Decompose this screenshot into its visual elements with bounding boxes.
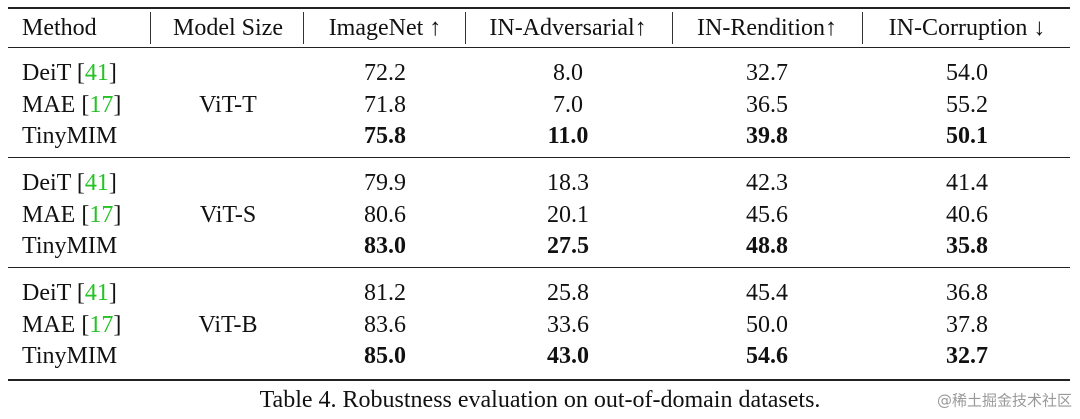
value-cell: 55.2 bbox=[946, 91, 988, 118]
method-cell: TinyMIM bbox=[22, 344, 117, 368]
rule bbox=[8, 157, 1070, 158]
value-cell: 35.8 bbox=[946, 233, 988, 259]
column-separator bbox=[862, 12, 863, 44]
method-cell: DeiT [41] bbox=[22, 281, 117, 305]
rule bbox=[8, 47, 1070, 48]
value-cell: 85.0 bbox=[364, 343, 406, 369]
citation: [41] bbox=[76, 170, 117, 196]
method-cell: DeiT [41] bbox=[22, 61, 117, 85]
value-cell: 37.8 bbox=[946, 311, 988, 338]
method-name: DeiT bbox=[22, 280, 71, 306]
value-cell: 71.8 bbox=[364, 91, 406, 118]
column-header: IN-Adversarial↑ bbox=[489, 15, 647, 41]
value-cell: 83.6 bbox=[364, 311, 406, 338]
value-cell: 7.0 bbox=[553, 91, 583, 118]
value-cell: 27.5 bbox=[547, 233, 589, 259]
value-cell: 33.6 bbox=[547, 311, 589, 338]
value-cell: 81.2 bbox=[364, 280, 406, 306]
method-name: TinyMIM bbox=[22, 233, 118, 259]
citation: [41] bbox=[76, 60, 117, 86]
value-cell: 20.1 bbox=[547, 201, 589, 228]
column-separator bbox=[303, 12, 304, 44]
method-cell: MAE [17] bbox=[22, 313, 121, 337]
method-name: DeiT bbox=[22, 60, 71, 86]
value-cell: 43.0 bbox=[547, 343, 589, 369]
model-size: ViT-S bbox=[199, 201, 257, 228]
method-cell: DeiT [41] bbox=[22, 171, 117, 195]
value-cell: 50.1 bbox=[946, 123, 988, 149]
citation: [17] bbox=[81, 201, 122, 228]
citation: [17] bbox=[81, 91, 122, 118]
column-separator bbox=[672, 12, 673, 44]
value-cell: 75.8 bbox=[364, 123, 406, 149]
column-separator bbox=[150, 12, 151, 44]
column-header: IN-Corruption ↓ bbox=[888, 15, 1046, 41]
method-name: TinyMIM bbox=[22, 343, 118, 369]
citation: [17] bbox=[81, 311, 122, 338]
value-cell: 48.8 bbox=[746, 233, 788, 259]
rule bbox=[8, 267, 1070, 268]
value-cell: 40.6 bbox=[946, 201, 988, 228]
method-name: MAE bbox=[22, 91, 76, 118]
value-cell: 36.8 bbox=[946, 280, 988, 306]
method-cell: TinyMIM bbox=[22, 234, 117, 258]
method-name: MAE bbox=[22, 201, 76, 228]
value-cell: 54.0 bbox=[946, 60, 988, 86]
value-cell: 45.4 bbox=[746, 280, 788, 306]
value-cell: 11.0 bbox=[547, 123, 589, 149]
value-cell: 54.6 bbox=[746, 343, 788, 369]
value-cell: 72.2 bbox=[364, 60, 406, 86]
method-name: DeiT bbox=[22, 170, 71, 196]
caption: Table 4. Robustness evaluation on out-of… bbox=[259, 387, 821, 413]
value-cell: 32.7 bbox=[946, 343, 988, 369]
rule bbox=[8, 379, 1070, 381]
column-header: Method bbox=[22, 15, 97, 41]
column-header: ImageNet ↑ bbox=[328, 15, 442, 41]
method-name: MAE bbox=[22, 311, 76, 338]
value-cell: 80.6 bbox=[364, 201, 406, 228]
method-name: TinyMIM bbox=[22, 123, 118, 149]
column-separator bbox=[465, 12, 466, 44]
column-header: IN-Rendition↑ bbox=[697, 15, 837, 41]
citation: [41] bbox=[76, 280, 117, 306]
watermark: @稀土掘金技术社区 bbox=[936, 391, 1072, 410]
rule bbox=[8, 7, 1070, 9]
value-cell: 79.9 bbox=[364, 170, 406, 196]
value-cell: 39.8 bbox=[746, 123, 788, 149]
value-cell: 25.8 bbox=[547, 280, 589, 306]
method-cell: MAE [17] bbox=[22, 93, 121, 117]
value-cell: 42.3 bbox=[746, 170, 788, 196]
value-cell: 36.5 bbox=[746, 91, 788, 118]
column-header: Model Size bbox=[173, 15, 283, 41]
model-size: ViT-T bbox=[199, 91, 257, 118]
value-cell: 41.4 bbox=[946, 170, 988, 196]
method-cell: MAE [17] bbox=[22, 203, 121, 227]
model-size: ViT-B bbox=[198, 311, 258, 338]
value-cell: 32.7 bbox=[746, 60, 788, 86]
method-cell: TinyMIM bbox=[22, 124, 117, 148]
value-cell: 18.3 bbox=[547, 170, 589, 196]
value-cell: 45.6 bbox=[746, 201, 788, 228]
value-cell: 50.0 bbox=[746, 311, 788, 338]
value-cell: 83.0 bbox=[364, 233, 406, 259]
value-cell: 8.0 bbox=[553, 60, 583, 86]
